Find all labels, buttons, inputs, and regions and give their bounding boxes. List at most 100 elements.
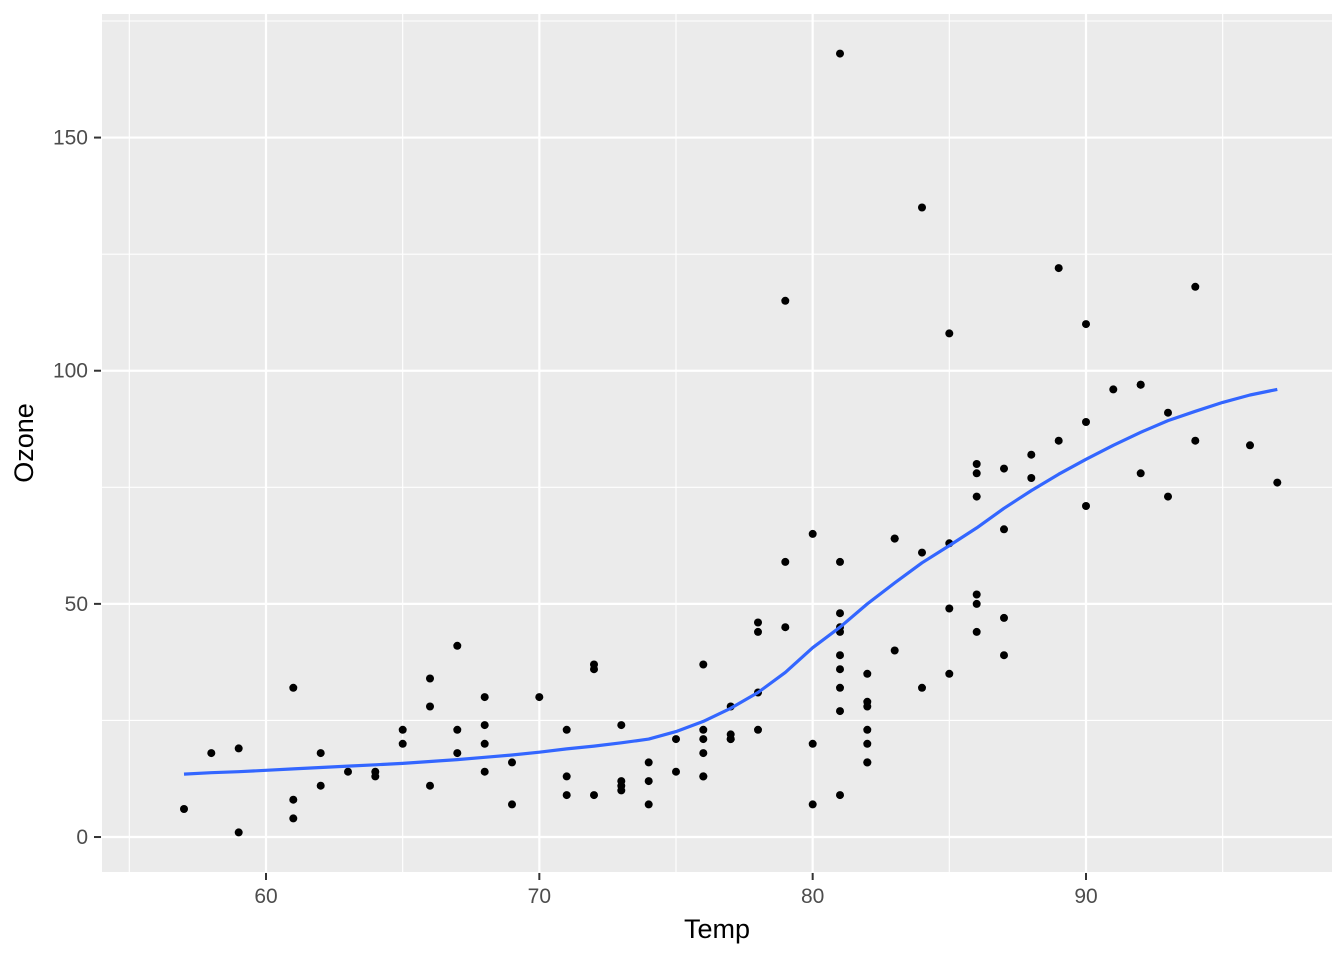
data-point: [672, 767, 680, 776]
data-point: [617, 786, 626, 795]
data-point: [754, 627, 762, 636]
data-point: [672, 735, 680, 744]
data-point: [808, 529, 817, 538]
data-point: [562, 791, 571, 800]
major-gridlines: [102, 14, 1332, 872]
data-point: [699, 772, 708, 781]
data-point: [836, 791, 844, 800]
data-point: [808, 800, 817, 809]
data-point: [918, 683, 926, 692]
data-point: [508, 800, 516, 809]
data-point: [562, 725, 571, 734]
data-point: [1136, 469, 1145, 478]
data-points: [180, 49, 1282, 837]
data-point: [699, 749, 708, 758]
data-point: [1164, 492, 1172, 501]
axis-tick-marks: [94, 136, 1087, 880]
data-point: [863, 758, 872, 767]
data-point: [398, 739, 407, 748]
x-tick-label: 80: [801, 885, 824, 908]
data-point: [836, 651, 844, 660]
y-axis-title: Ozone: [9, 403, 39, 483]
data-point: [644, 777, 653, 786]
x-axis-title: Temp: [684, 914, 750, 944]
data-point: [562, 772, 571, 781]
data-point: [535, 693, 544, 702]
data-point: [808, 739, 817, 748]
data-point: [781, 557, 790, 566]
data-point: [699, 660, 708, 669]
data-point: [918, 203, 926, 212]
data-point: [1000, 464, 1008, 473]
data-point: [890, 534, 899, 543]
data-point: [480, 721, 489, 730]
data-point: [972, 590, 981, 599]
data-point: [590, 791, 598, 800]
data-point: [945, 329, 954, 338]
data-point: [836, 49, 844, 58]
data-point: [1109, 385, 1118, 394]
data-point: [863, 739, 872, 748]
data-point: [289, 814, 298, 823]
data-point: [781, 623, 790, 632]
data-point: [453, 641, 462, 650]
data-point: [644, 800, 653, 809]
data-point: [480, 693, 489, 702]
data-point: [453, 749, 462, 758]
y-tick-label: 100: [53, 360, 88, 383]
data-point: [289, 795, 298, 804]
data-point: [1000, 525, 1008, 534]
data-point: [699, 725, 708, 734]
data-point: [945, 669, 954, 678]
data-point: [316, 749, 325, 758]
axis-tick-labels: 60 70 80 90 0 50 100 150: [53, 127, 1098, 908]
data-point: [1273, 478, 1282, 487]
data-point: [207, 749, 216, 758]
data-point: [836, 683, 844, 692]
data-point: [426, 781, 434, 790]
data-point: [1082, 502, 1090, 510]
y-tick-label: 150: [53, 127, 88, 150]
data-point: [289, 683, 298, 692]
minor-gridlines: [102, 14, 1332, 872]
data-point: [836, 707, 844, 716]
data-point: [972, 469, 981, 478]
smooth-trend-line: [183, 387, 1278, 776]
data-point: [1082, 418, 1090, 426]
data-point: [1082, 320, 1090, 329]
data-point: [945, 604, 954, 613]
data-point: [972, 627, 981, 636]
data-point: [1164, 408, 1172, 417]
data-point: [426, 702, 434, 711]
data-point: [972, 492, 981, 501]
data-point: [234, 828, 243, 837]
plot-panel: [102, 14, 1332, 872]
y-tick-label: 50: [65, 593, 88, 616]
data-point: [480, 739, 489, 748]
data-point: [371, 772, 380, 781]
data-point: [590, 660, 598, 669]
data-point: [1000, 613, 1008, 622]
data-point: [1054, 436, 1063, 445]
data-point: [726, 735, 735, 744]
data-point: [1191, 282, 1200, 291]
data-point: [754, 618, 762, 627]
data-point: [480, 767, 489, 776]
data-point: [508, 758, 516, 767]
data-point: [836, 665, 844, 674]
data-point: [972, 460, 981, 468]
data-point: [1027, 450, 1036, 459]
data-point: [781, 296, 790, 305]
data-point: [863, 725, 872, 734]
data-point: [972, 599, 981, 608]
data-point: [180, 805, 188, 813]
data-point: [1136, 380, 1145, 389]
x-tick-label: 90: [1074, 885, 1097, 908]
data-point: [1027, 474, 1036, 482]
data-point: [644, 758, 653, 767]
data-point: [863, 669, 872, 678]
data-point: [836, 557, 844, 566]
data-point: [1191, 436, 1200, 445]
data-point: [1054, 264, 1063, 273]
